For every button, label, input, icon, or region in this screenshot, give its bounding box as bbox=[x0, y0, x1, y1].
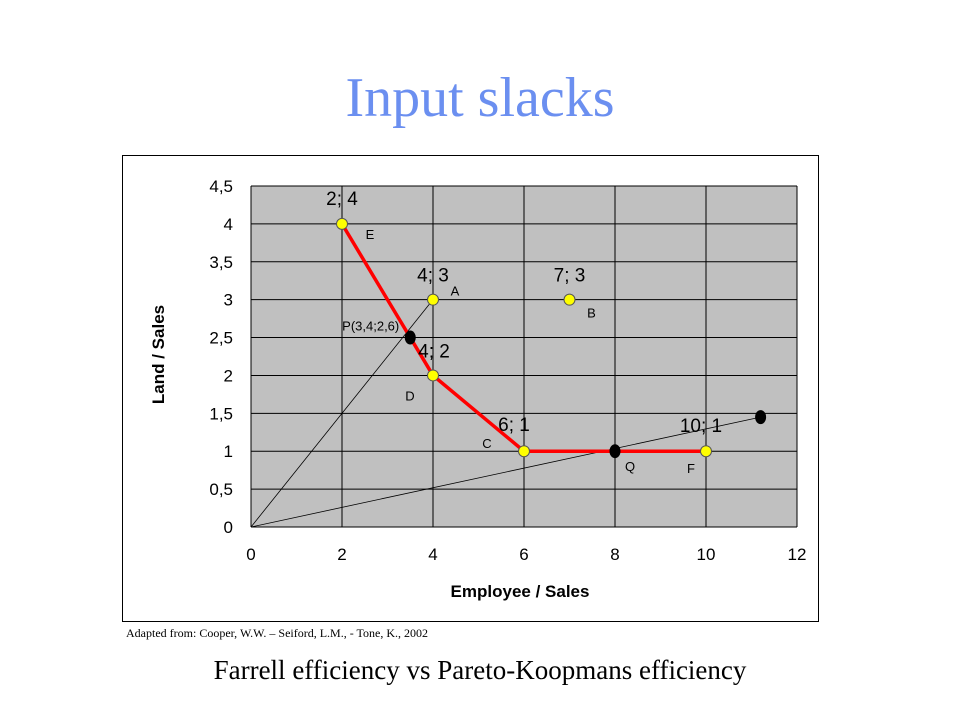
point-name-d: D bbox=[405, 388, 414, 403]
reference-point-2 bbox=[609, 444, 621, 459]
x-tick-label: 6 bbox=[519, 545, 528, 564]
point-name-a: A bbox=[451, 284, 460, 299]
y-tick-label: 2,5 bbox=[209, 329, 233, 348]
y-tick-label: 0 bbox=[224, 518, 233, 537]
coord-label-a: 4; 3 bbox=[417, 266, 449, 287]
x-tick-label: 10 bbox=[697, 545, 716, 564]
reference-label-1: P(3,4;2,6) bbox=[342, 319, 399, 334]
x-tick-label: 12 bbox=[788, 545, 807, 564]
chart-frame: 0 2 4 6 8 10 12 0 0,5 1 1,5 2 2,5 3 3,5 4 4,5 Employee / … bbox=[122, 155, 819, 622]
y-tick-label: 1 bbox=[224, 442, 233, 461]
x-tick-label: 4 bbox=[428, 545, 437, 564]
point-d bbox=[427, 369, 439, 382]
y-tick-label: 3,5 bbox=[209, 253, 233, 272]
efficiency-chart: 0 2 4 6 8 10 12 0 0,5 1 1,5 2 2,5 3 3,5 4 4,5 Employee / … bbox=[149, 177, 807, 601]
reference-point-3 bbox=[755, 410, 767, 425]
point-name-f: F bbox=[687, 461, 695, 476]
ray-line bbox=[250, 416, 761, 528]
y-tick-label: 2 bbox=[224, 366, 233, 385]
reference-label-2: Q bbox=[625, 459, 635, 474]
y-tick-label: 3 bbox=[224, 291, 233, 310]
point-b bbox=[563, 293, 576, 306]
coord-label-d: 4; 2 bbox=[418, 341, 450, 362]
y-tick-label: 1,5 bbox=[209, 404, 233, 423]
x-tick-label: 2 bbox=[337, 545, 346, 564]
y-tick-label: 4 bbox=[224, 215, 233, 234]
x-tick-label: 0 bbox=[246, 545, 255, 564]
point-e bbox=[336, 217, 348, 230]
x-axis-title: Employee / Sales bbox=[451, 582, 590, 601]
y-tick-label: 4,5 bbox=[209, 177, 233, 196]
x-tick-label: 8 bbox=[610, 545, 619, 564]
point-f bbox=[700, 445, 712, 458]
slide-title: Input slacks bbox=[345, 67, 615, 129]
point-name-e: E bbox=[366, 227, 375, 242]
source-note: Adapted from: Cooper, W.W. – Seiford, L.… bbox=[126, 626, 428, 640]
point-name-b: B bbox=[587, 306, 596, 321]
coord-label-e: 2; 4 bbox=[326, 189, 358, 210]
coord-label-c: 6; 1 bbox=[498, 415, 530, 436]
coord-label-f: 10; 1 bbox=[680, 416, 722, 437]
point-a bbox=[427, 293, 439, 306]
point-name-c: C bbox=[482, 436, 491, 451]
point-c bbox=[518, 445, 530, 458]
y-axis-title: Land / Sales bbox=[149, 305, 168, 404]
coord-label-b: 7; 3 bbox=[554, 266, 586, 287]
ray-line bbox=[250, 299, 434, 528]
y-tick-label: 0,5 bbox=[209, 480, 233, 499]
reference-point-1 bbox=[404, 330, 416, 345]
slide-subtitle: Farrell efficiency vs Pareto-Koopmans ef… bbox=[213, 655, 747, 685]
